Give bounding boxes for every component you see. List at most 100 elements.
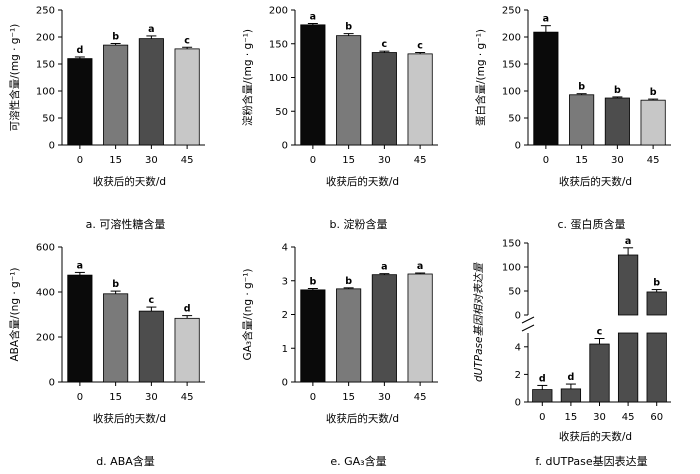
chart-panel-e: 0 1 2 3 4 b 0 b 15 a 30 a 45 收获后的天数/d GA₃含量/(ng · g⁻¹)…: [233, 237, 466, 474]
y-axis-title: dUTPase基因相对表达量: [473, 262, 485, 382]
bar: [371, 274, 397, 383]
y-tick-label: 1: [282, 344, 288, 355]
x-tick-label: 0: [77, 392, 83, 403]
significance-letter: a: [543, 14, 549, 25]
bar: [569, 94, 595, 146]
panel-caption: f. dUTPase基因表达量: [535, 454, 647, 468]
x-tick-label: 45: [414, 155, 427, 166]
panel-caption: b. 淀粉含量: [330, 217, 388, 231]
bar: [336, 35, 362, 146]
significance-letter: c: [597, 327, 603, 338]
significance-letter: b: [345, 22, 352, 33]
x-tick-label: 15: [109, 392, 122, 403]
x-tick-label: 0: [77, 155, 83, 166]
bar-lower-segment: [646, 332, 667, 403]
x-axis-title: 收获后的天数/d: [326, 412, 399, 425]
y-axis-title: 蛋白含量/(mg · g⁻¹): [474, 29, 487, 126]
bar: [138, 38, 164, 146]
x-tick-label: 15: [565, 412, 578, 423]
bar: [371, 52, 397, 146]
y-tick-label: 150: [502, 239, 521, 250]
panel-caption: c. 蛋白质含量: [557, 217, 625, 231]
bar: [532, 389, 553, 403]
bar: [67, 274, 93, 383]
panel-caption: a. 可溶性糖含量: [86, 217, 166, 231]
y-tick-label: 100: [269, 73, 288, 84]
x-tick-label: 60: [650, 412, 663, 423]
bar: [646, 291, 667, 316]
bar: [640, 99, 666, 146]
y-tick-label: 50: [275, 107, 288, 118]
bar: [300, 24, 326, 146]
bar: [103, 293, 129, 383]
y-tick-label: 250: [502, 6, 521, 17]
y-tick-label: 150: [36, 60, 55, 71]
significance-letter: b: [653, 278, 660, 289]
bar: [407, 273, 433, 383]
chart-panel-d: 0 200 400 600 a 0 b 15 c 30 d 45 收获后的天数/d ABA含量/(ng ·…: [0, 237, 233, 474]
y-axis-title: 可溶性含量/(mg · g⁻¹): [8, 24, 21, 132]
x-tick-label: 30: [378, 155, 391, 166]
bar: [174, 317, 200, 383]
significance-letter: b: [578, 82, 585, 93]
chart-f: 0 2 4 0 50 100 150 d 0 d 15 c 30 a 45 b 60 收获后的天数/d dUTPas…: [473, 237, 671, 468]
y-tick-label: 0: [49, 378, 55, 389]
bar: [138, 310, 164, 383]
y-tick-label: 4: [282, 243, 288, 254]
significance-letter: d: [184, 304, 191, 315]
significance-letter: a: [148, 24, 154, 35]
y-tick-label: 0: [282, 141, 288, 152]
y-tick-label: 50: [42, 114, 55, 125]
y-axis-title: ABA含量/(ng · g⁻¹): [8, 267, 21, 361]
x-axis-title: 收获后的天数/d: [559, 175, 632, 188]
y-tick-label: 50: [508, 114, 521, 125]
significance-letter: c: [417, 41, 423, 52]
x-tick-label: 15: [109, 155, 122, 166]
x-tick-label: 30: [145, 155, 158, 166]
x-tick-label: 0: [310, 392, 316, 403]
significance-letter: c: [149, 295, 155, 306]
x-tick-label: 15: [342, 155, 355, 166]
y-tick-label: 50: [508, 287, 521, 298]
chart-b: 0 50 100 150 200 a 0 b 15 c 30 c 45 收获后的天数/d 淀粉含量/(mg …: [241, 6, 438, 231]
y-tick-label: 400: [36, 288, 55, 299]
bar: [407, 53, 433, 146]
y-tick-label: 0: [515, 311, 521, 322]
significance-letter: b: [650, 87, 657, 98]
x-tick-label: 45: [181, 155, 194, 166]
chart-a: 0 50 100 150 200 250 d 0 b 15 a 30 c 45 收获后的天数/d 可溶性含量/…: [8, 6, 205, 231]
y-tick-label: 3: [282, 276, 288, 287]
significance-letter: b: [112, 279, 119, 290]
x-tick-label: 45: [622, 412, 635, 423]
y-tick-label: 100: [502, 87, 521, 98]
bar-lower-segment: [617, 332, 639, 403]
y-tick-label: 2: [282, 310, 288, 321]
x-axis-title: 收获后的天数/d: [93, 412, 166, 425]
y-tick-label: 200: [269, 6, 288, 17]
y-tick-label: 600: [36, 243, 55, 254]
bar: [604, 97, 630, 146]
x-tick-label: 30: [145, 392, 158, 403]
bar: [300, 289, 326, 383]
x-tick-label: 45: [647, 155, 660, 166]
y-axis-title: 淀粉含量/(mg · g⁻¹): [241, 29, 254, 126]
significance-letter: d: [76, 45, 83, 56]
y-tick-label: 200: [502, 33, 521, 44]
y-tick-label: 100: [36, 87, 55, 98]
chart-e: 0 1 2 3 4 b 0 b 15 a 30 a 45 收获后的天数/d GA₃含量/(ng · g⁻¹)…: [241, 243, 438, 468]
bar: [589, 343, 610, 403]
y-tick-label: 0: [515, 141, 521, 152]
y-tick-label: 150: [502, 60, 521, 71]
bar: [533, 31, 559, 146]
significance-letter: a: [381, 262, 387, 273]
y-tick-label: 200: [36, 333, 55, 344]
bar: [103, 44, 129, 146]
x-tick-label: 15: [342, 392, 355, 403]
significance-letter: c: [184, 35, 190, 46]
bar: [617, 254, 639, 316]
significance-letter: a: [417, 261, 423, 272]
y-axis-title: GA₃含量/(ng · g⁻¹): [241, 268, 254, 360]
y-tick-label: 150: [269, 39, 288, 50]
axis-break-mark: [521, 324, 535, 332]
panel-caption: e. GA₃含量: [330, 454, 386, 468]
